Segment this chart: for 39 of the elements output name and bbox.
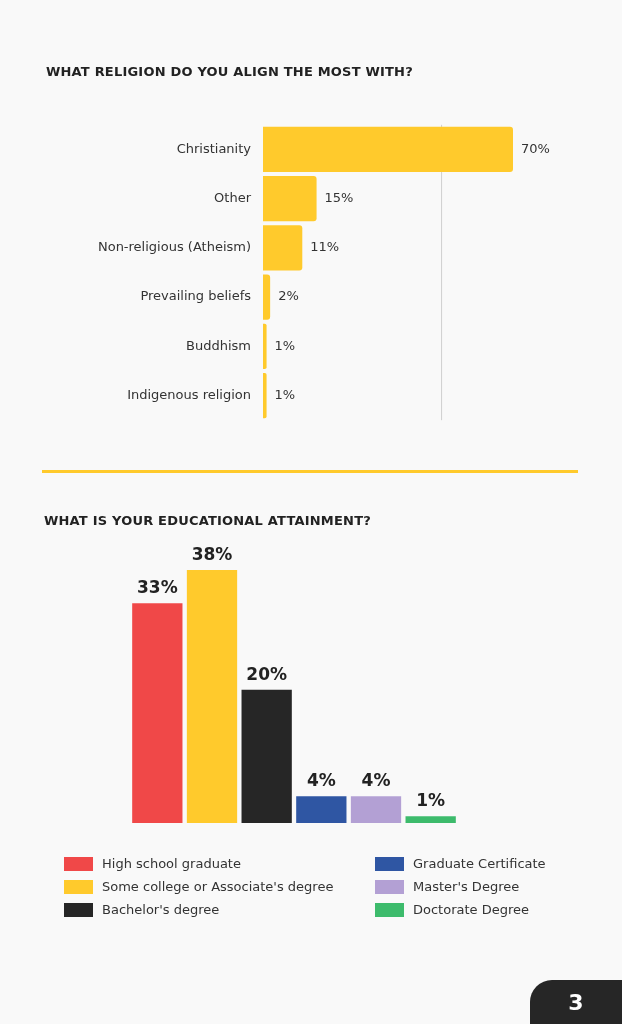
data-label: 11% — [310, 239, 340, 255]
legend-label: Some college or Associate's degree — [102, 879, 334, 894]
y-tick-label: Christianity — [176, 140, 252, 156]
data-label: 2% — [278, 288, 299, 304]
y-tick-label: Buddhism — [186, 337, 251, 353]
legend-label: Master's Degree — [413, 879, 520, 894]
data-label: 1% — [274, 337, 296, 353]
bar — [263, 323, 267, 369]
data-label: 33% — [136, 577, 178, 598]
bar — [405, 816, 456, 823]
y-tick-label: Indigenous religion — [127, 386, 251, 402]
data-label: 4% — [361, 770, 391, 791]
legend-label: Bachelor's degree — [102, 902, 220, 917]
bar — [263, 372, 267, 419]
data-label: 70% — [521, 140, 550, 156]
bar — [296, 796, 347, 823]
data-label: 38% — [191, 543, 233, 564]
legend-label: Doctorate Degree — [413, 902, 530, 917]
data-label: 20% — [246, 663, 288, 684]
y-tick-label: Prevailing beliefs — [140, 288, 252, 304]
bar — [263, 126, 513, 173]
text: 3 — [530, 980, 622, 1024]
chart-title: WHAT RELIGION DO YOU ALIGN THE MOST WITH? — [46, 64, 413, 79]
bar — [350, 796, 402, 823]
data-label: 1% — [274, 386, 296, 402]
chart-title: WHAT IS YOUR EDUCATIONAL ATTAINMENT? — [44, 513, 371, 528]
bar — [132, 603, 183, 823]
data-label: 4% — [306, 770, 336, 791]
legend-label: High school graduate — [102, 856, 241, 871]
y-tick-label: Non-religious (Atheism) — [97, 239, 251, 255]
bar — [263, 225, 303, 271]
bar — [186, 570, 238, 823]
data-label: 1% — [416, 790, 446, 811]
bar — [263, 176, 317, 222]
legend-label: Graduate Certificate — [413, 856, 546, 871]
bar — [241, 689, 292, 823]
bar — [263, 274, 271, 320]
y-tick-label: Other — [214, 190, 252, 206]
data-label: 15% — [324, 190, 354, 206]
